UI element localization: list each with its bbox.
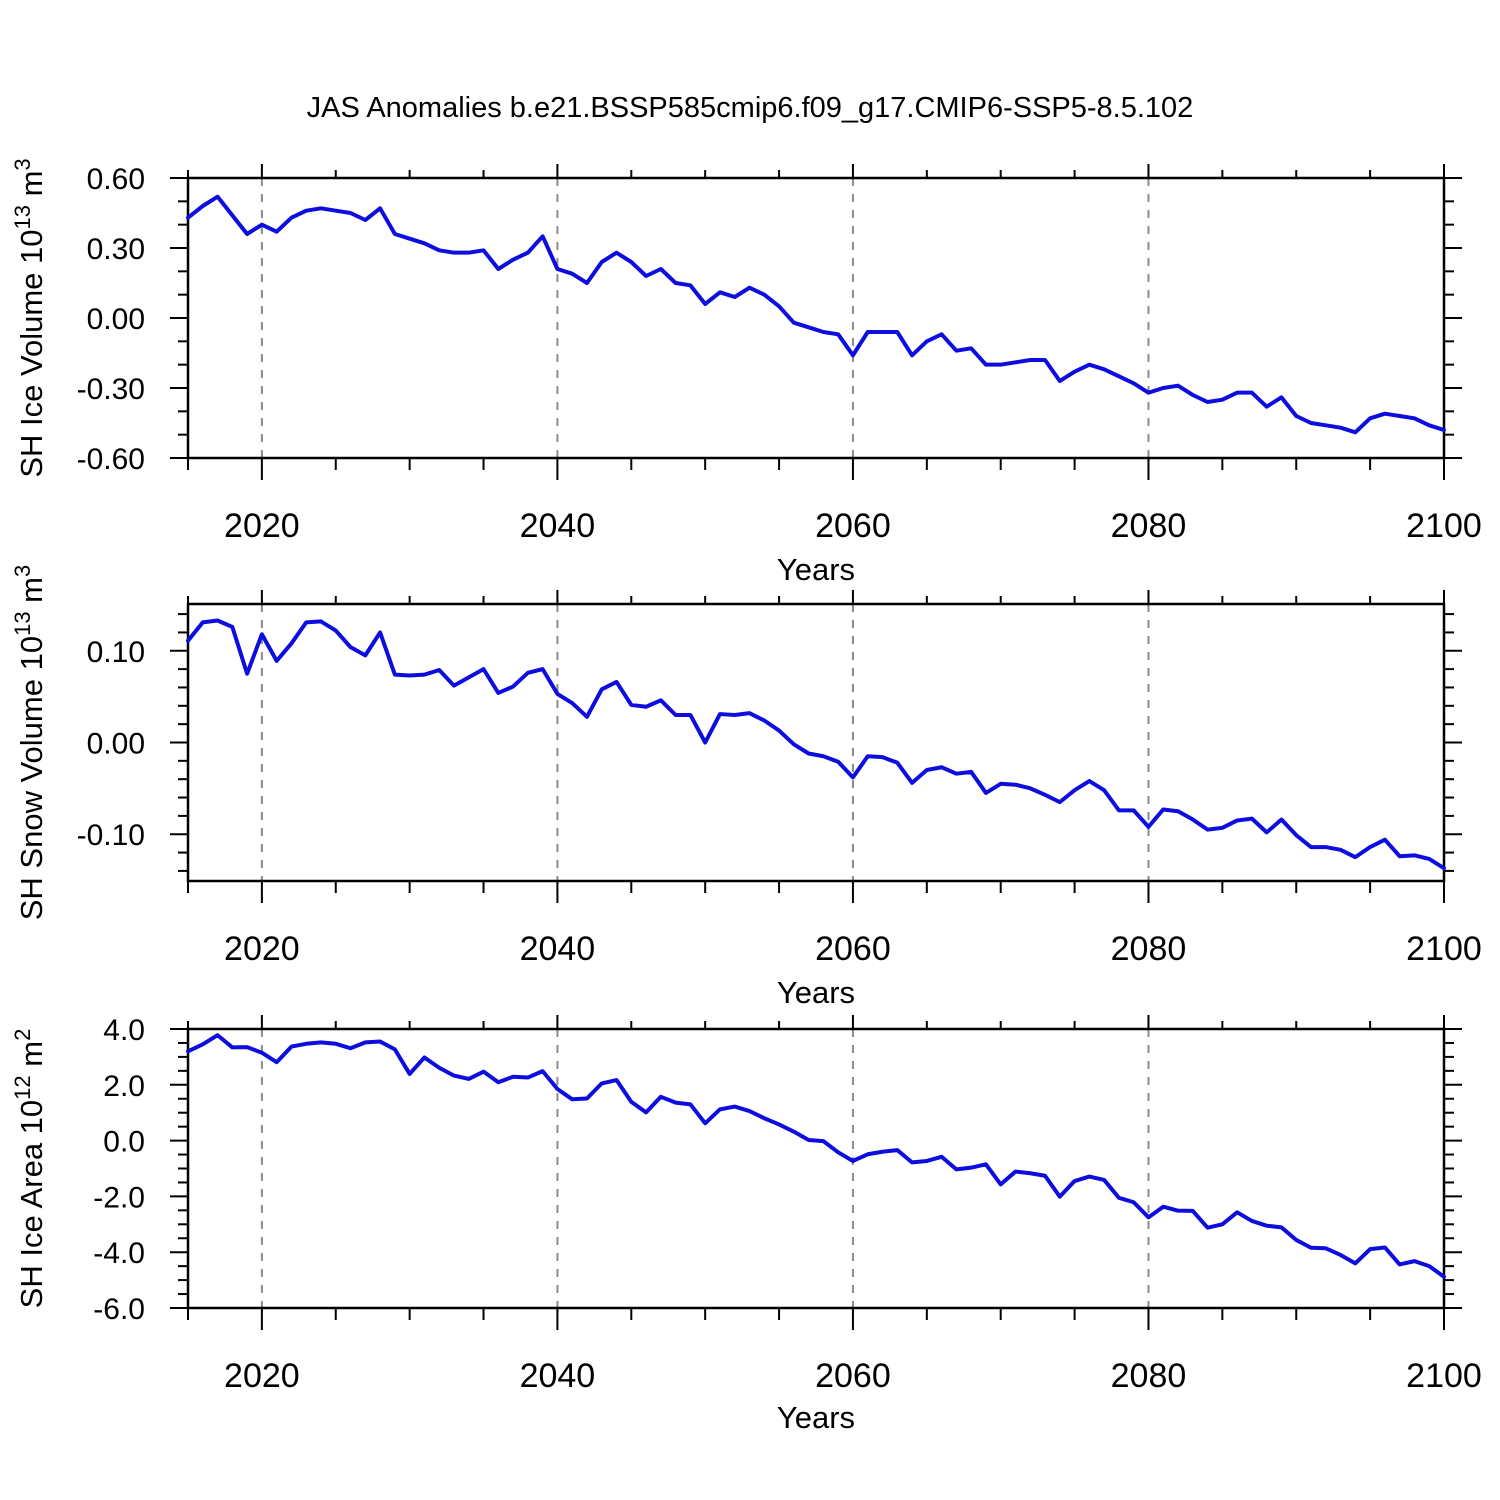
plot-border xyxy=(186,176,1446,460)
y-tick-label: 0.60 xyxy=(87,163,145,196)
x-tick-label: 2060 xyxy=(815,1357,891,1395)
x-tick-label: 2040 xyxy=(520,507,596,545)
x-tick-label: 2020 xyxy=(224,1357,300,1395)
y-tick-label: -2.0 xyxy=(93,1181,145,1214)
panel-1: 0.60 0.30 0.00 -0.30 -0.60 2020 2040 2060 2080 21… xyxy=(10,158,1482,587)
x-tick-label: 2020 xyxy=(224,930,300,968)
x-axis-title: Years xyxy=(777,552,855,587)
x-tick-label: 2100 xyxy=(1406,930,1482,968)
x-tick-label: 2060 xyxy=(815,507,891,545)
panel-3: 4.0 2.0 0.0 -2.0 -4.0 -6.0 2020 2040 2060 2080 210… xyxy=(10,1014,1482,1435)
x-tick-label: 2080 xyxy=(1111,507,1187,545)
y-tick-label: -0.10 xyxy=(77,819,145,852)
y-tick-label: 0.00 xyxy=(87,728,145,761)
x-tick-label: 2060 xyxy=(815,930,891,968)
x-axis-ticks xyxy=(187,590,1445,903)
series-line xyxy=(186,1033,1446,1279)
y-axis-ticks xyxy=(170,1028,1462,1309)
y-tick-label: -0.60 xyxy=(77,443,145,476)
x-tick-label: 2100 xyxy=(1406,1357,1482,1395)
y-tick-label: 4.0 xyxy=(103,1014,145,1047)
y-tick-label: 2.0 xyxy=(103,1070,145,1103)
y-axis-ticks xyxy=(170,613,1462,872)
y-tick-label: 0.30 xyxy=(87,233,145,266)
y-axis-ticks xyxy=(170,177,1462,459)
y-tick-label: -4.0 xyxy=(93,1237,145,1270)
y-tick-label: 0.0 xyxy=(103,1126,145,1159)
y-tick-label: 0.10 xyxy=(87,636,145,669)
x-tick-label: 2020 xyxy=(224,507,300,545)
plot-border xyxy=(186,602,1446,883)
x-axis-ticks xyxy=(187,1015,1445,1330)
series-line xyxy=(186,194,1446,435)
x-tick-label: 2040 xyxy=(520,930,596,968)
y-tick-label: -0.30 xyxy=(77,373,145,406)
x-tick-label: 2080 xyxy=(1111,1357,1187,1395)
y-axis-title: SH Snow Volume 1013 m3 xyxy=(10,565,49,921)
series-line xyxy=(186,618,1446,871)
x-axis-ticks xyxy=(187,164,1445,480)
plot-border xyxy=(186,1027,1446,1310)
x-tick-label: 2040 xyxy=(520,1357,596,1395)
x-tick-label: 2100 xyxy=(1406,507,1482,545)
y-axis-title: SH Ice Volume 1013 m3 xyxy=(10,158,49,477)
chart-title: JAS Anomalies b.e21.BSSP585cmip6.f09_g17… xyxy=(306,92,1194,124)
y-tick-label: 0.00 xyxy=(87,303,145,336)
y-axis-title: SH Ice Area 1012 m2 xyxy=(10,1029,49,1309)
x-axis-title: Years xyxy=(777,975,855,1010)
y-tick-label: -6.0 xyxy=(93,1293,145,1326)
x-tick-label: 2080 xyxy=(1111,930,1187,968)
panel-2: 0.10 0.00 -0.10 2020 2040 2060 2080 2100 Years SH… xyxy=(10,565,1482,1010)
x-axis-title: Years xyxy=(777,1400,855,1435)
